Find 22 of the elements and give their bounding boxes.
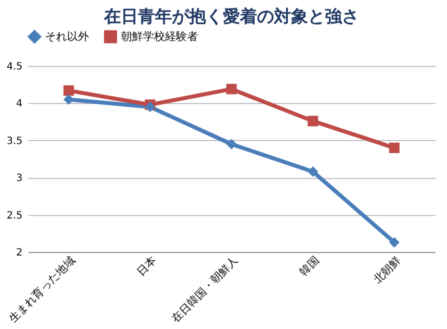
y-tick-label: 2 [16, 248, 22, 258]
y-tick-label: 4 [16, 98, 22, 110]
point [226, 138, 237, 150]
point [389, 237, 400, 248]
y-tick-label: 4.5 [6, 62, 22, 72]
y-tick-label: 3.5 [6, 136, 22, 147]
x-tick-label: 韓国 [297, 254, 322, 279]
x-tick-label: 日本 [134, 254, 160, 279]
point [63, 85, 74, 96]
chart-title: 在日青年が抱く愛着の対象と強さ [103, 7, 359, 27]
x-tick-label: 在日韓国・朝鮮人 [169, 254, 240, 326]
x-tick-label: 北朝鮮 [370, 254, 404, 286]
y-tick-label: 3 [16, 173, 22, 184]
point [226, 84, 237, 94]
legend-label: 朝鮮学校経験者 [121, 30, 198, 43]
point [63, 94, 74, 105]
point [144, 102, 156, 112]
y-tick-label: 2.5 [6, 210, 22, 222]
legend-label: それ以外 [45, 30, 89, 43]
point [389, 142, 400, 154]
point [308, 116, 318, 126]
point [308, 166, 318, 177]
